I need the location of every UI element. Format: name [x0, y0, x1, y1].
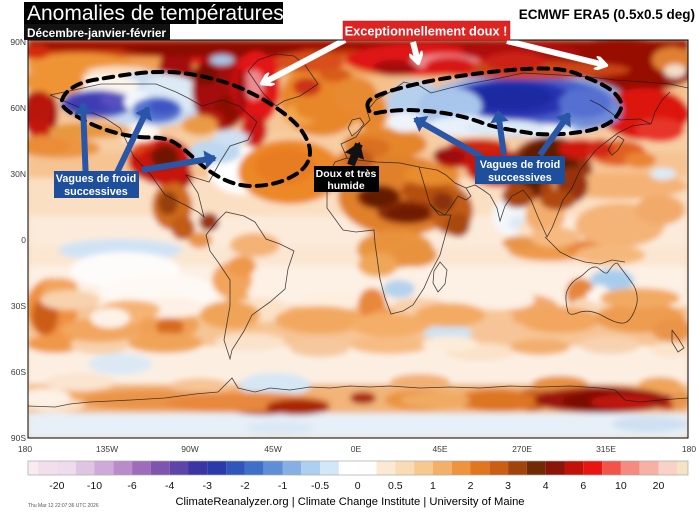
svg-text:60N: 60N: [10, 103, 26, 113]
svg-text:Anomalies de températures: Anomalies de températures: [27, 2, 284, 25]
svg-text:45E: 45E: [432, 444, 447, 454]
svg-text:-2: -2: [240, 480, 249, 492]
svg-text:0: 0: [21, 235, 26, 245]
svg-text:1: 1: [430, 480, 436, 492]
svg-text:180: 180: [682, 444, 696, 454]
svg-text:180: 180: [18, 444, 32, 454]
svg-text:Thu Mar 12 22:07:36 UTC 2026: Thu Mar 12 22:07:36 UTC 2026: [28, 503, 99, 509]
svg-text:ECMWF ERA5 (0.5x0.5 deg): ECMWF ERA5 (0.5x0.5 deg): [519, 7, 695, 22]
svg-text:3: 3: [505, 480, 511, 492]
svg-text:90W: 90W: [181, 444, 198, 454]
svg-text:-6: -6: [127, 480, 136, 492]
svg-text:90S: 90S: [11, 433, 26, 443]
svg-text:90N: 90N: [10, 37, 26, 47]
svg-text:0: 0: [355, 480, 361, 492]
svg-text:-10: -10: [87, 480, 102, 492]
svg-text:45W: 45W: [264, 444, 281, 454]
svg-text:-1: -1: [278, 480, 287, 492]
svg-text:Décembre-janvier-février: Décembre-janvier-février: [27, 26, 166, 40]
svg-text:10: 10: [615, 480, 627, 492]
svg-text:60S: 60S: [11, 367, 26, 377]
svg-text:Vagues de froid: Vagues de froid: [56, 173, 136, 185]
svg-text:20: 20: [653, 480, 665, 492]
svg-text:Doux et très: Doux et très: [316, 168, 377, 180]
svg-text:-0.5: -0.5: [311, 480, 329, 492]
svg-text:30N: 30N: [10, 169, 26, 179]
svg-text:Vagues de froid: Vagues de froid: [480, 159, 560, 171]
svg-text:Exceptionnellement doux !: Exceptionnellement doux !: [345, 24, 508, 39]
svg-text:6: 6: [580, 480, 586, 492]
svg-text:0.5: 0.5: [388, 480, 403, 492]
svg-text:270E: 270E: [512, 444, 532, 454]
svg-text:135W: 135W: [96, 444, 118, 454]
svg-text:successives: successives: [488, 172, 552, 184]
svg-text:-3: -3: [203, 480, 212, 492]
svg-text:humide: humide: [327, 180, 364, 192]
svg-text:0E: 0E: [351, 444, 362, 454]
svg-text:315E: 315E: [596, 444, 616, 454]
svg-text:2: 2: [468, 480, 474, 492]
svg-text:ClimateReanalyzer.org | Climat: ClimateReanalyzer.org | Climate Change I…: [175, 496, 524, 508]
svg-text:4: 4: [543, 480, 549, 492]
svg-text:-4: -4: [165, 480, 174, 492]
svg-text:30S: 30S: [11, 301, 26, 311]
svg-text:-20: -20: [49, 480, 64, 492]
svg-text:successives: successives: [64, 186, 128, 198]
